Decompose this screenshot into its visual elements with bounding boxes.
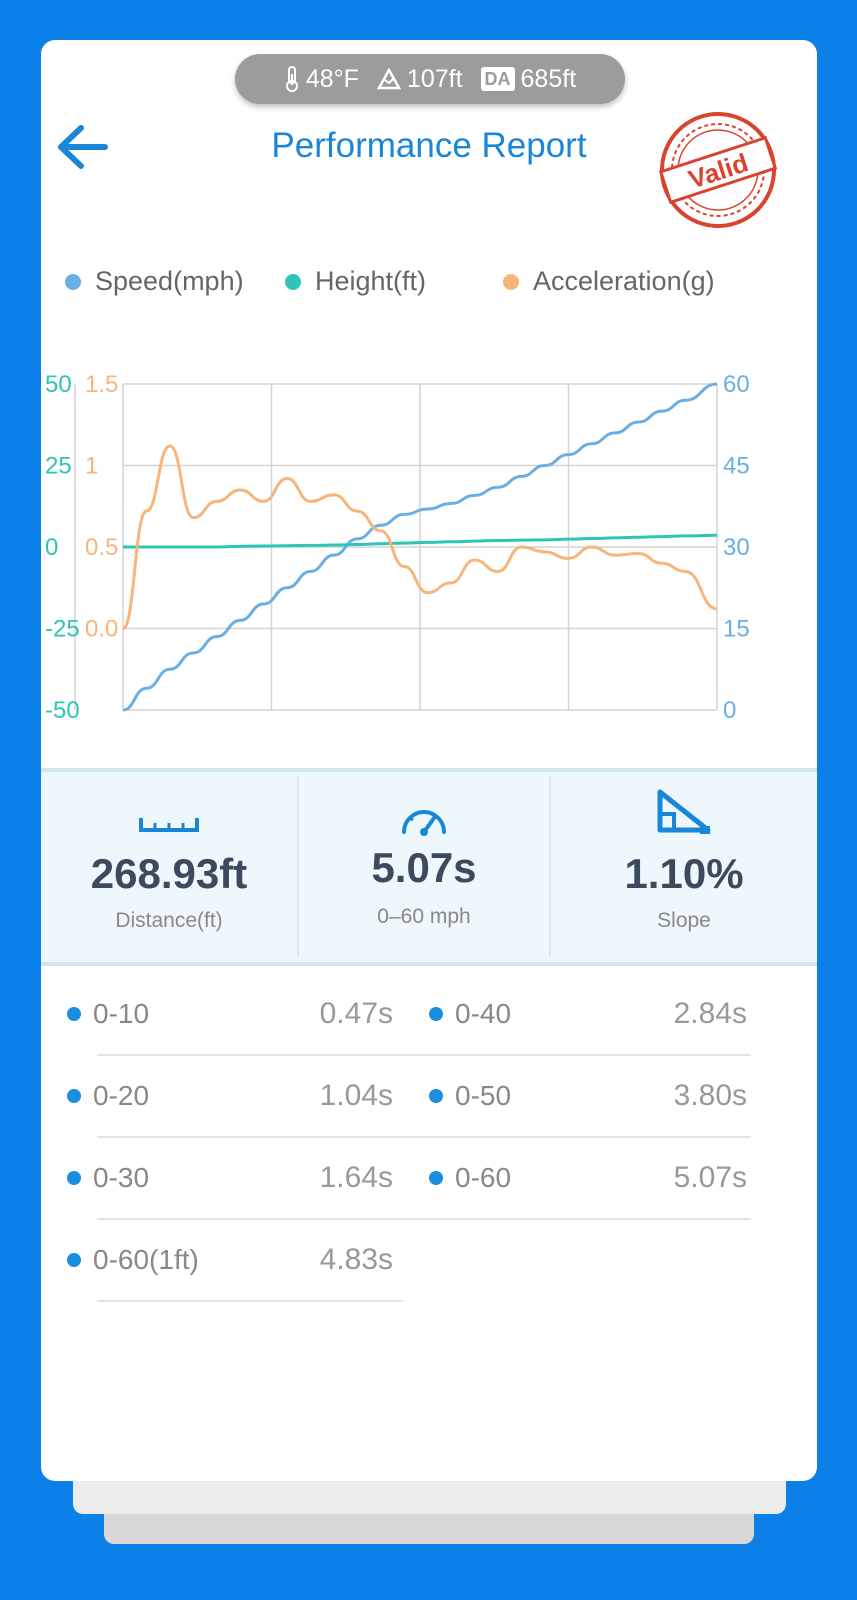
- distance-label: Distance(ft): [115, 909, 223, 932]
- bullet-icon: [429, 1089, 443, 1103]
- zero-to-sixty-label: 0–60 mph: [377, 905, 471, 928]
- speed-tick-label: 45: [723, 453, 750, 480]
- acceleration-tick-label: 1.5: [85, 371, 118, 398]
- times-row: 0-20 1.04s 0-50 3.80s: [41, 1066, 817, 1148]
- legend-label: Height(ft): [315, 266, 427, 296]
- bullet-icon: [67, 1089, 81, 1103]
- height-tick-label: 50: [45, 371, 72, 398]
- density-altitude-value: 685ft: [520, 64, 577, 93]
- valid-stamp: Valid: [658, 112, 778, 228]
- split-label: 0-40: [455, 998, 512, 1029]
- row-divider: [97, 1136, 751, 1138]
- legend-item-acceleration: Acceleration(g): [503, 266, 715, 297]
- conditions-pill: 48°F 107ft DA 685ft: [235, 54, 625, 104]
- times-row: 0-60(1ft) 4.83s: [41, 1230, 817, 1312]
- density-altitude-icon: DA: [480, 67, 515, 91]
- split-value: 4.83s: [319, 1243, 393, 1276]
- acceleration-tick-label: 0.0: [85, 616, 118, 643]
- height-tick-label: -50: [45, 697, 80, 724]
- acceleration-tick-label: 0.5: [85, 534, 118, 561]
- times-row: 0-30 1.64s 0-60 5.07s: [41, 1148, 817, 1230]
- height-series-line: [122, 533, 718, 549]
- bullet-icon: [429, 1171, 443, 1185]
- split-value: 1.04s: [319, 1079, 393, 1112]
- legend-label: Speed(mph): [95, 266, 244, 296]
- back-button[interactable]: [55, 122, 111, 172]
- density-altitude-readout: DA 685ft: [480, 64, 577, 94]
- zero-to-sixty-value: 5.07s: [371, 844, 477, 891]
- bullet-icon: [67, 1007, 81, 1021]
- elevation-value: 107ft: [406, 64, 463, 93]
- legend-dot: [285, 273, 301, 290]
- legend-dot: [503, 273, 519, 290]
- acceleration-tick-label: 1: [85, 453, 98, 480]
- split-0-60: 0-60 5.07s: [429, 1148, 747, 1208]
- row-divider: [97, 1054, 751, 1056]
- temperature-readout: 48°F: [284, 65, 359, 94]
- split-0-40: 0-40 2.84s: [429, 984, 747, 1044]
- split-label: 0-30: [93, 1162, 150, 1193]
- performance-chart: 50 25 0 -25 -50 1.5 1 0.5 0.0 60 45 30 15 0: [45, 371, 750, 724]
- acceleration-series-line: [121, 444, 718, 630]
- distance-value: 268.93ft: [90, 850, 248, 897]
- speed-series-line: [122, 382, 718, 712]
- temperature-value: 48°F: [305, 64, 359, 93]
- speedometer-icon: [402, 810, 446, 836]
- bullet-icon: [67, 1253, 81, 1267]
- legend-item-speed: Speed(mph): [65, 266, 244, 297]
- chart-legend: Speed(mph) Height(ft) Acceleration(g): [65, 266, 785, 306]
- stat-slope: 1.10% Slope: [551, 772, 817, 962]
- performance-report-card: 48°F 107ft DA 685ft Performance Report V…: [41, 40, 817, 1481]
- split-value: 2.84s: [673, 997, 747, 1030]
- bullet-icon: [67, 1171, 81, 1185]
- bullet-icon: [429, 1007, 443, 1021]
- ruler-icon: [139, 818, 199, 832]
- height-tick-label: -25: [45, 616, 80, 643]
- split-0-30: 0-30 1.64s: [67, 1148, 393, 1208]
- height-tick-label: 0: [45, 534, 58, 561]
- speed-tick-label: 30: [723, 534, 750, 561]
- split-value: 0.47s: [319, 997, 393, 1030]
- split-label: 0-20: [93, 1080, 150, 1111]
- legend-dot: [65, 273, 81, 290]
- times-row: 0-10 0.47s 0-40 2.84s: [41, 984, 817, 1066]
- speed-tick-label: 60: [723, 371, 750, 398]
- stats-divider: [297, 776, 299, 956]
- mountain-icon: [376, 68, 401, 90]
- split-times-list: 0-10 0.47s 0-40 2.84s 0-20 1.04s 0-50 3.…: [41, 982, 817, 1362]
- legend-label: Acceleration(g): [533, 266, 715, 296]
- slope-value: 1.10%: [624, 850, 744, 897]
- split-0-50: 0-50 3.80s: [429, 1066, 747, 1126]
- page-title: Performance Report: [271, 126, 587, 165]
- row-divider: [97, 1218, 751, 1220]
- stat-distance: 268.93ft Distance(ft): [41, 772, 297, 962]
- split-label: 0-10: [93, 998, 150, 1029]
- elevation-readout: 107ft: [376, 64, 463, 94]
- stat-zero-to-sixty: 5.07s 0–60 mph: [299, 772, 549, 962]
- split-0-60-1ft: 0-60(1ft) 4.83s: [67, 1230, 393, 1290]
- stats-divider: [549, 776, 551, 956]
- split-0-10: 0-10 0.47s: [67, 984, 393, 1044]
- split-value: 1.64s: [319, 1161, 393, 1194]
- split-label: 0-50: [455, 1080, 512, 1111]
- row-divider: [97, 1300, 403, 1302]
- slope-icon: [657, 789, 711, 834]
- split-label: 0-60(1ft): [93, 1244, 199, 1275]
- speed-tick-label: 15: [723, 616, 750, 643]
- thermometer-icon: [285, 66, 298, 92]
- height-tick-label: 25: [45, 453, 72, 480]
- speed-tick-label: 0: [723, 697, 736, 724]
- stats-panel: 268.93ft Distance(ft) 5.07s 0–60 mph: [41, 768, 817, 966]
- split-value: 3.80s: [673, 1079, 747, 1112]
- split-label: 0-60: [455, 1162, 512, 1193]
- split-0-20: 0-20 1.04s: [67, 1066, 393, 1126]
- split-value: 5.07s: [673, 1161, 747, 1194]
- slope-label: Slope: [657, 909, 711, 932]
- back-arrow-icon: [58, 125, 108, 169]
- legend-item-height: Height(ft): [285, 266, 426, 297]
